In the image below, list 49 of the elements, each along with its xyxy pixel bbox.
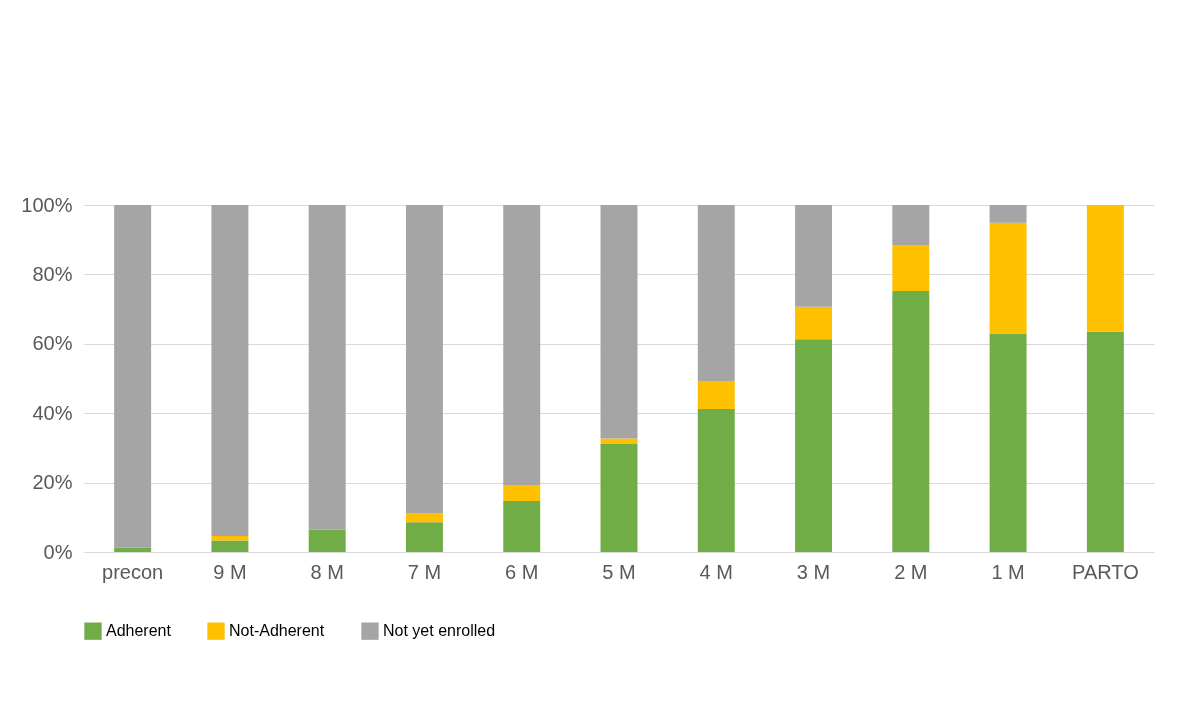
- bar: [795, 205, 833, 307]
- x-tick-label: 2 M: [894, 560, 928, 583]
- x-tick-label: 8 M: [310, 560, 344, 583]
- bar: [1086, 331, 1124, 552]
- bar: [503, 205, 541, 486]
- y-tick-label: 100%: [21, 193, 73, 216]
- bar: [114, 547, 152, 552]
- bar: [503, 485, 541, 501]
- bar: [1086, 205, 1124, 332]
- x-tick-label: 9 M: [213, 560, 247, 583]
- bar: [892, 291, 930, 552]
- bar: [697, 380, 735, 410]
- bar: [211, 536, 249, 541]
- y-tick-label: 40%: [32, 401, 73, 424]
- bar: [795, 339, 833, 552]
- bar: [405, 513, 443, 523]
- x-tick-label: 5 M: [602, 560, 636, 583]
- x-tick-label: precon: [102, 560, 164, 583]
- y-tick-label: 80%: [32, 262, 73, 285]
- y-tick-label: 20%: [32, 471, 73, 494]
- x-tick-label: 3 M: [796, 560, 831, 583]
- x-tick-label: 7 M: [407, 560, 442, 583]
- bar: [795, 306, 833, 340]
- bar: [114, 205, 152, 548]
- bar: [405, 205, 443, 514]
- legend-label: Not-Adherent: [229, 622, 325, 640]
- bar: [308, 529, 346, 552]
- x-tick-label: 4 M: [699, 560, 733, 583]
- bar: [989, 205, 1027, 223]
- legend-label: Not yet enrolled: [383, 622, 496, 640]
- bar: [503, 500, 541, 552]
- bar: [405, 522, 443, 552]
- bar: [600, 205, 638, 439]
- bar: [211, 205, 249, 537]
- y-tick-label: 0%: [43, 540, 73, 563]
- bar: [989, 333, 1027, 552]
- x-tick-label: 1 M: [991, 560, 1025, 583]
- bar: [600, 444, 638, 552]
- bar: [892, 244, 930, 292]
- bar: [892, 205, 930, 245]
- x-tick-label: PARTO: [1072, 560, 1139, 583]
- bar: [697, 205, 735, 381]
- bar: [989, 222, 1027, 334]
- legend-label: Adherent: [106, 622, 172, 640]
- bar: [697, 409, 735, 552]
- bar: [211, 540, 249, 552]
- x-tick-label: 6 M: [505, 560, 539, 583]
- y-tick-label: 60%: [32, 332, 73, 355]
- bar: [308, 205, 346, 530]
